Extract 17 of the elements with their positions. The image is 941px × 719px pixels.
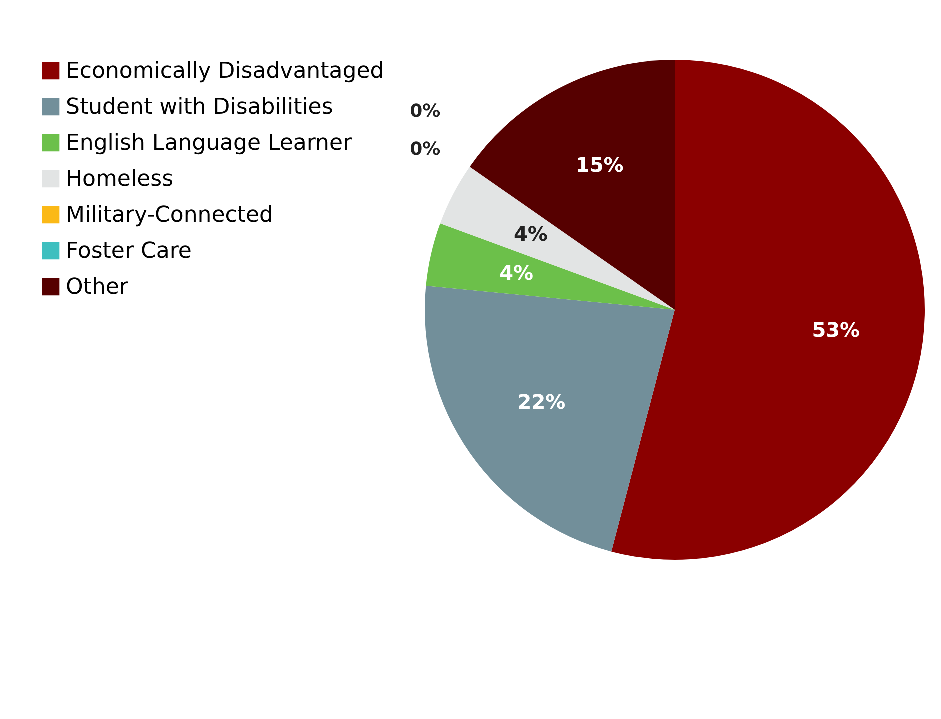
legend-label: Economically Disadvantaged: [66, 59, 384, 84]
legend-label: Student with Disabilities: [66, 95, 334, 120]
legend-label: English Language Learner: [66, 131, 354, 156]
legend-label: Homeless: [66, 167, 174, 192]
data-label: 53%: [812, 318, 860, 342]
legend-label: Other: [66, 275, 130, 300]
data-label: 4%: [500, 260, 534, 285]
text: 0%: [410, 100, 441, 122]
legend-label: Foster Care: [66, 239, 192, 264]
data-label: 4%: [514, 222, 548, 246]
legend-label: Military-Connected: [66, 203, 274, 228]
pie-slice: [426, 224, 675, 310]
text: 0%: [410, 138, 441, 160]
pie-slice: [470, 60, 675, 310]
data-label: 15%: [576, 152, 624, 177]
pie-slice: [425, 286, 675, 552]
data-label: 22%: [518, 390, 566, 414]
